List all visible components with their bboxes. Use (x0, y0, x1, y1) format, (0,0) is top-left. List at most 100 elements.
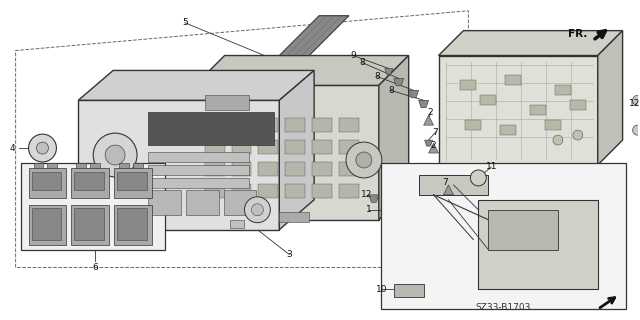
Polygon shape (409, 90, 419, 98)
Text: 8: 8 (388, 86, 394, 95)
Text: 7: 7 (433, 128, 438, 137)
Text: 10: 10 (376, 285, 388, 294)
Text: 12: 12 (629, 99, 640, 108)
Text: 11: 11 (486, 163, 497, 172)
Polygon shape (279, 16, 349, 55)
Polygon shape (230, 220, 244, 228)
Polygon shape (20, 163, 165, 250)
Polygon shape (232, 184, 252, 198)
Polygon shape (195, 55, 409, 85)
Polygon shape (114, 205, 152, 244)
Polygon shape (419, 100, 429, 108)
Polygon shape (78, 100, 279, 230)
Circle shape (346, 142, 382, 178)
Polygon shape (76, 163, 86, 168)
Polygon shape (285, 118, 305, 132)
Polygon shape (500, 125, 516, 135)
Polygon shape (505, 76, 521, 85)
Text: 12: 12 (361, 190, 372, 199)
Polygon shape (394, 284, 424, 297)
Text: 6: 6 (92, 263, 98, 272)
Text: SZ33-B1703: SZ33-B1703 (476, 303, 531, 312)
Polygon shape (117, 208, 147, 240)
Polygon shape (285, 140, 305, 154)
Circle shape (573, 130, 583, 140)
Circle shape (632, 125, 640, 135)
Circle shape (36, 142, 49, 154)
Polygon shape (29, 205, 67, 244)
Polygon shape (598, 31, 623, 165)
Text: 2: 2 (428, 108, 433, 117)
Polygon shape (232, 118, 252, 132)
Polygon shape (90, 163, 100, 168)
Polygon shape (545, 120, 561, 130)
Polygon shape (480, 95, 496, 105)
Polygon shape (71, 168, 109, 198)
Polygon shape (312, 184, 332, 198)
Polygon shape (312, 140, 332, 154)
Text: 3: 3 (286, 250, 292, 259)
Polygon shape (47, 163, 58, 168)
Polygon shape (339, 140, 359, 154)
Polygon shape (465, 120, 481, 130)
Polygon shape (279, 212, 309, 222)
Polygon shape (488, 210, 558, 250)
Polygon shape (369, 195, 379, 202)
Polygon shape (285, 162, 305, 176)
Polygon shape (119, 163, 129, 168)
Polygon shape (424, 140, 433, 146)
Polygon shape (31, 208, 61, 240)
Polygon shape (148, 165, 250, 175)
Polygon shape (223, 190, 257, 215)
Polygon shape (205, 184, 225, 198)
Text: 5: 5 (182, 18, 188, 27)
Text: 7: 7 (443, 178, 449, 188)
Polygon shape (232, 162, 252, 176)
Polygon shape (429, 143, 438, 153)
Circle shape (356, 152, 372, 168)
Polygon shape (205, 140, 225, 154)
Polygon shape (259, 118, 278, 132)
Polygon shape (205, 95, 250, 110)
Circle shape (29, 134, 56, 162)
Polygon shape (444, 185, 454, 195)
Polygon shape (78, 70, 314, 100)
Text: 8: 8 (374, 72, 380, 81)
Polygon shape (259, 140, 278, 154)
Polygon shape (438, 31, 623, 55)
Polygon shape (438, 55, 598, 165)
Polygon shape (148, 190, 180, 215)
Polygon shape (29, 168, 67, 198)
Polygon shape (285, 184, 305, 198)
Polygon shape (570, 100, 586, 110)
Polygon shape (312, 118, 332, 132)
Polygon shape (312, 162, 332, 176)
Polygon shape (339, 118, 359, 132)
Polygon shape (478, 200, 598, 289)
Polygon shape (259, 184, 278, 198)
Polygon shape (424, 115, 433, 125)
Polygon shape (133, 163, 143, 168)
Polygon shape (530, 105, 546, 115)
Polygon shape (381, 163, 625, 309)
Polygon shape (186, 190, 219, 215)
Polygon shape (232, 140, 252, 154)
Circle shape (553, 135, 563, 145)
Polygon shape (394, 78, 404, 86)
Text: FR.: FR. (568, 28, 588, 39)
Circle shape (93, 133, 137, 177)
Polygon shape (148, 112, 275, 145)
Polygon shape (379, 55, 409, 220)
Circle shape (252, 204, 264, 216)
Polygon shape (419, 175, 488, 195)
Polygon shape (259, 162, 278, 176)
Circle shape (632, 95, 640, 105)
Circle shape (244, 197, 270, 223)
Circle shape (105, 145, 125, 165)
Text: 4: 4 (10, 144, 15, 153)
Polygon shape (339, 184, 359, 198)
Polygon shape (385, 68, 393, 75)
Polygon shape (279, 70, 314, 230)
Polygon shape (148, 178, 250, 188)
Polygon shape (71, 205, 109, 244)
